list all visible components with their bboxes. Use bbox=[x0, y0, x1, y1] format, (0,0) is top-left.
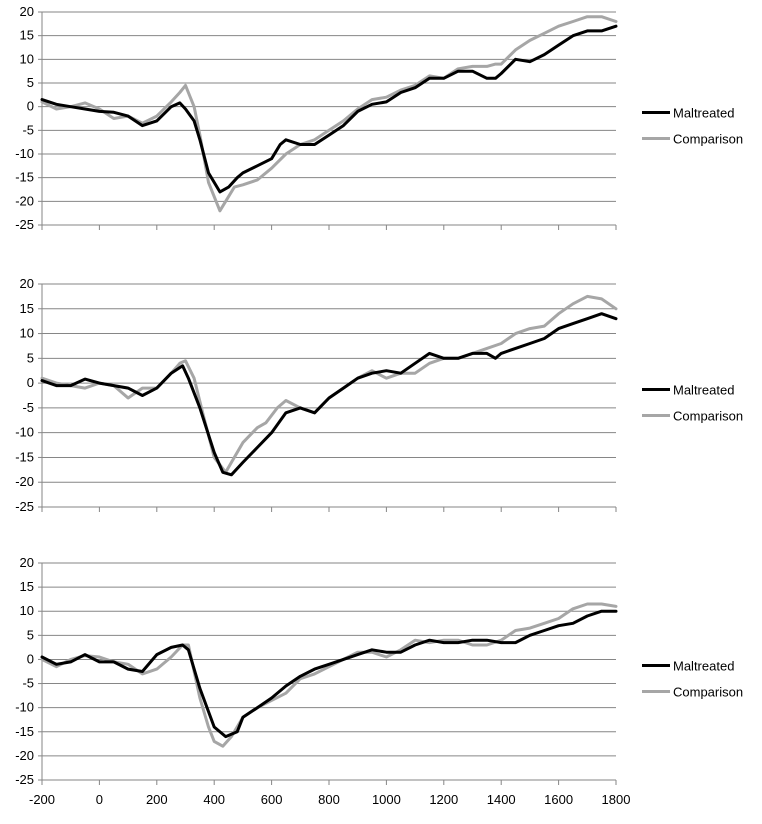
y-tick-label: 0 bbox=[27, 651, 34, 666]
y-tick-label: 10 bbox=[20, 51, 34, 66]
y-tick-label: -25 bbox=[15, 772, 34, 787]
y-tick-label: 0 bbox=[27, 99, 34, 114]
series-line-comparison bbox=[40, 294, 618, 474]
y-tick-label: -5 bbox=[22, 676, 34, 691]
y-tick-label: -10 bbox=[15, 700, 34, 715]
legend-label-comparison: Comparison bbox=[673, 132, 743, 147]
y-tick-label: 20 bbox=[20, 555, 34, 570]
y-tick-label: -5 bbox=[22, 400, 34, 415]
y-tick-label: -25 bbox=[15, 217, 34, 232]
x-tick-label: 1200 bbox=[429, 792, 458, 807]
legend-label-comparison: Comparison bbox=[673, 685, 743, 700]
legend-label-maltreated: Maltreated bbox=[673, 106, 734, 121]
chart-panel-2: 20 15 10 5 0 -5 -10 -15 -20 -25 Maltreated Comparis… bbox=[15, 276, 743, 514]
series-line-maltreated bbox=[40, 312, 618, 477]
x-tick-label: 1400 bbox=[487, 792, 516, 807]
chart-panel-1: 20 15 10 5 0 -5 -10 -15 -20 -25 Maltreated Comparis… bbox=[15, 4, 743, 232]
y-tick-label: -20 bbox=[15, 748, 34, 763]
y-tick-label: 5 bbox=[27, 75, 34, 90]
y-tick-label: 5 bbox=[27, 350, 34, 365]
y-tick-label: -20 bbox=[15, 193, 34, 208]
x-tick-label: 0 bbox=[96, 792, 103, 807]
x-tick-label: 1000 bbox=[372, 792, 401, 807]
y-tick-label: -20 bbox=[15, 474, 34, 489]
x-tick-label: 400 bbox=[203, 792, 225, 807]
series-line-maltreated bbox=[40, 24, 618, 194]
chart-panel-3: 20 15 10 5 0 -5 -10 -15 -20 -25 -200 0 200 400 600 800 1… bbox=[15, 555, 743, 807]
series-line-maltreated bbox=[40, 609, 618, 739]
y-tick-label: 10 bbox=[20, 326, 34, 341]
y-tick-label: 15 bbox=[20, 301, 34, 316]
y-tick-label: -15 bbox=[15, 449, 34, 464]
y-tick-label: 15 bbox=[20, 579, 34, 594]
series-line-comparison bbox=[40, 15, 618, 213]
y-tick-label: 20 bbox=[20, 276, 34, 291]
x-tick-label: 1600 bbox=[544, 792, 573, 807]
y-tick-label: -15 bbox=[15, 724, 34, 739]
y-tick-label: -10 bbox=[15, 425, 34, 440]
legend-label-maltreated: Maltreated bbox=[673, 383, 734, 398]
x-tick-label: 200 bbox=[146, 792, 168, 807]
y-tick-label: 20 bbox=[20, 4, 34, 19]
legend-label-maltreated: Maltreated bbox=[673, 659, 734, 674]
y-tick-label: 0 bbox=[27, 375, 34, 390]
y-tick-label: 5 bbox=[27, 627, 34, 642]
y-tick-label: -25 bbox=[15, 499, 34, 514]
x-tick-label: -200 bbox=[29, 792, 55, 807]
y-tick-label: -5 bbox=[22, 122, 34, 137]
series-line-comparison bbox=[40, 602, 618, 748]
legend-label-comparison: Comparison bbox=[673, 409, 743, 424]
y-tick-label: 15 bbox=[20, 28, 34, 43]
y-tick-label: 10 bbox=[20, 603, 34, 618]
y-tick-label: -15 bbox=[15, 170, 34, 185]
x-tick-label: 800 bbox=[318, 792, 340, 807]
x-tick-label: 1800 bbox=[602, 792, 631, 807]
y-tick-label: -10 bbox=[15, 146, 34, 161]
x-tick-label: 600 bbox=[261, 792, 283, 807]
